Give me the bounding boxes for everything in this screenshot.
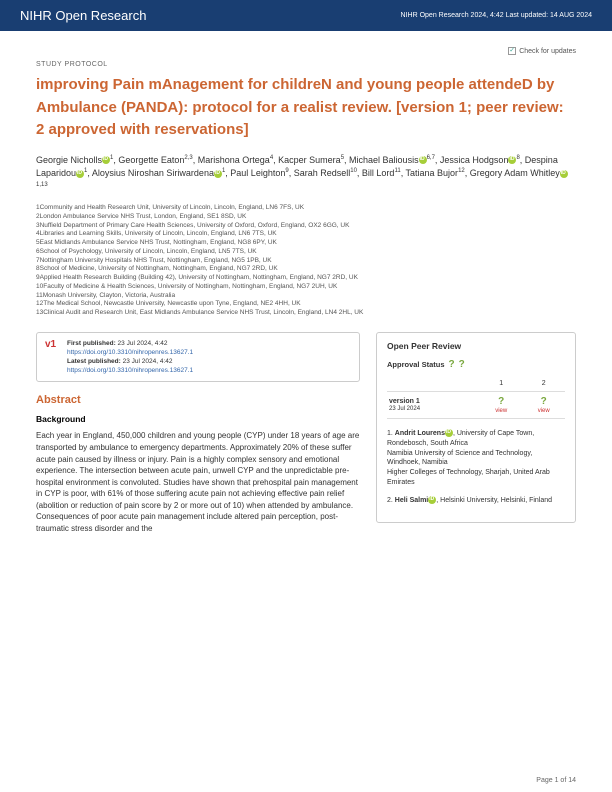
affiliation-line: 7Nottingham University Hospitals NHS Tru… bbox=[36, 257, 576, 266]
right-column: Open Peer Review Approval Status ? ? 12 … bbox=[376, 332, 576, 535]
affiliation-line: 6School of Psychology, University of Lin… bbox=[36, 248, 576, 257]
main-container: Check for updates STUDY PROTOCOL improvi… bbox=[0, 31, 612, 535]
orcid-icon[interactable] bbox=[560, 170, 568, 178]
authors-list: Georgie Nicholls1, Georgette Eaton2,3, M… bbox=[36, 154, 576, 195]
check-updates-button[interactable]: Check for updates bbox=[508, 47, 576, 55]
affiliation-line: 9Applied Health Research Building (Build… bbox=[36, 274, 576, 283]
affiliations-list: 1Community and Health Research Unit, Uni… bbox=[36, 204, 576, 318]
affiliation-line: 8School of Medicine, University of Notti… bbox=[36, 265, 576, 274]
orcid-icon[interactable] bbox=[214, 170, 222, 178]
table-row: version 123 Jul 2024 bbox=[387, 391, 480, 418]
left-column: v1 First published: 23 Jul 2024, 4:42 ht… bbox=[36, 332, 360, 535]
affiliation-line: 3Nuffield Department of Primary Care Hea… bbox=[36, 222, 576, 231]
journal-name: NIHR Open Research bbox=[20, 8, 146, 23]
version-tag: v1 bbox=[45, 339, 56, 350]
orcid-icon[interactable] bbox=[76, 170, 84, 178]
affiliation-line: 10Faculty of Medicine & Health Sciences,… bbox=[36, 283, 576, 292]
affiliation-line: 11Monash University, Clayton, Victoria, … bbox=[36, 292, 576, 301]
reviewer-entry: 2. Heli Salmi, Helsinki University, Hels… bbox=[387, 496, 565, 506]
doi-link-1[interactable]: https://doi.org/10.3310/nihropenres.1362… bbox=[67, 349, 193, 356]
view-link[interactable]: view bbox=[495, 408, 507, 414]
lower-columns: v1 First published: 23 Jul 2024, 4:42 ht… bbox=[36, 332, 576, 535]
orcid-icon[interactable] bbox=[419, 156, 427, 164]
affiliation-line: 13Clinical Audit and Research Unit, East… bbox=[36, 309, 576, 318]
affiliation-line: 2London Ambulance Service NHS Trust, Lon… bbox=[36, 213, 576, 222]
background-heading: Background bbox=[36, 414, 360, 424]
reviewer-entry: 1. Andrit Lourens, University of Cape To… bbox=[387, 429, 565, 488]
affiliation-line: 12The Medical School, Newcastle Universi… bbox=[36, 300, 576, 309]
page-footer: Page 1 of 14 bbox=[536, 777, 576, 784]
article-title: improving Pain mAnagement for childreN a… bbox=[36, 74, 576, 142]
orcid-icon[interactable] bbox=[428, 496, 436, 504]
peer-review-table: 12 version 123 Jul 2024 ?view ?view bbox=[387, 376, 565, 419]
affiliation-line: 4Libraries and Learning Skills, Universi… bbox=[36, 230, 576, 239]
affiliation-line: 1Community and Health Research Unit, Uni… bbox=[36, 204, 576, 213]
header-meta: NIHR Open Research 2024, 4:42 Last updat… bbox=[401, 12, 592, 19]
check-updates-label: Check for updates bbox=[519, 48, 576, 55]
abstract-heading: Abstract bbox=[36, 394, 360, 406]
page-header: NIHR Open Research NIHR Open Research 20… bbox=[0, 0, 612, 31]
peer-review-box: Open Peer Review Approval Status ? ? 12 … bbox=[376, 332, 576, 523]
orcid-icon[interactable] bbox=[508, 156, 516, 164]
view-link[interactable]: view bbox=[538, 408, 550, 414]
orcid-icon[interactable] bbox=[445, 429, 453, 437]
study-type-label: STUDY PROTOCOL bbox=[36, 61, 576, 68]
check-icon bbox=[508, 47, 516, 55]
affiliation-line: 5East Midlands Ambulance Service NHS Tru… bbox=[36, 239, 576, 248]
doi-link-2[interactable]: https://doi.org/10.3310/nihropenres.1362… bbox=[67, 367, 193, 374]
question-icon: ? bbox=[449, 359, 455, 370]
peer-review-heading: Open Peer Review bbox=[387, 341, 565, 351]
abstract-body: Each year in England, 450,000 children a… bbox=[36, 430, 360, 534]
version-box: v1 First published: 23 Jul 2024, 4:42 ht… bbox=[36, 332, 360, 382]
publication-info: First published: 23 Jul 2024, 4:42 https… bbox=[67, 339, 351, 375]
approval-status-row: Approval Status ? ? bbox=[387, 359, 565, 370]
question-icon: ? bbox=[459, 359, 465, 370]
updates-row: Check for updates bbox=[36, 47, 576, 55]
orcid-icon[interactable] bbox=[102, 156, 110, 164]
